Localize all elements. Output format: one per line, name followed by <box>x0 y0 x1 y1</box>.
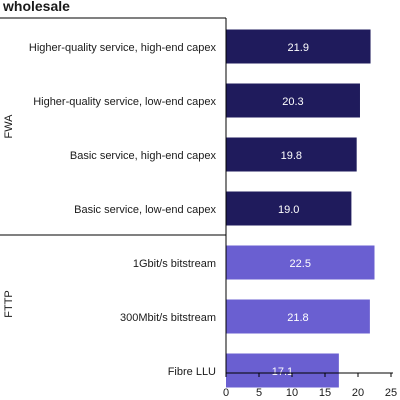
x-tick-label: 25 <box>385 387 397 399</box>
bar-value-label: 21.9 <box>288 42 309 54</box>
category-label-300mbit-s-bitstream: 300Mbit/s bitstream <box>120 312 216 324</box>
x-tick-label: 15 <box>319 387 331 399</box>
bar-value-label: 19.8 <box>281 150 302 162</box>
bar-higher-quality-service-high-end-capex <box>226 29 371 64</box>
bar-300mbit-s-bitstream <box>226 299 370 334</box>
x-tick-label: 5 <box>256 387 262 399</box>
group-label-fttp: FTTP <box>3 290 15 318</box>
category-label-fibre-llu: Fibre LLU <box>168 366 216 378</box>
bar-fibre-llu <box>226 353 339 388</box>
x-tick-label: 20 <box>352 387 364 399</box>
category-label-basic-service-high-end-capex: Basic service, high-end capex <box>70 150 217 162</box>
bar-value-label: 17.1 <box>272 366 293 378</box>
x-tick-label: 0 <box>223 387 229 399</box>
bar-value-label: 21.8 <box>287 312 308 324</box>
category-label-basic-service-low-end-capex: Basic service, low-end capex <box>74 204 216 216</box>
bar-basic-service-low-end-capex <box>226 191 352 226</box>
bar-1gbit-s-bitstream <box>226 245 375 280</box>
bar-higher-quality-service-low-end-capex <box>226 83 360 118</box>
chart-title: wholesale <box>3 0 70 14</box>
bar-basic-service-high-end-capex <box>226 137 357 172</box>
category-label-1gbit-s-bitstream: 1Gbit/s bitstream <box>133 258 216 270</box>
bar-value-label: 20.3 <box>282 96 303 108</box>
x-tick-label: 10 <box>286 387 298 399</box>
group-label-fwa: FWA <box>3 114 15 139</box>
category-label-higher-quality-service-low-end-capex: Higher-quality service, low-end capex <box>33 96 216 108</box>
bar-value-label: 19.0 <box>278 204 299 216</box>
category-label-higher-quality-service-high-end-capex: Higher-quality service, high-end capex <box>29 42 217 54</box>
bar-value-label: 22.5 <box>290 258 311 270</box>
